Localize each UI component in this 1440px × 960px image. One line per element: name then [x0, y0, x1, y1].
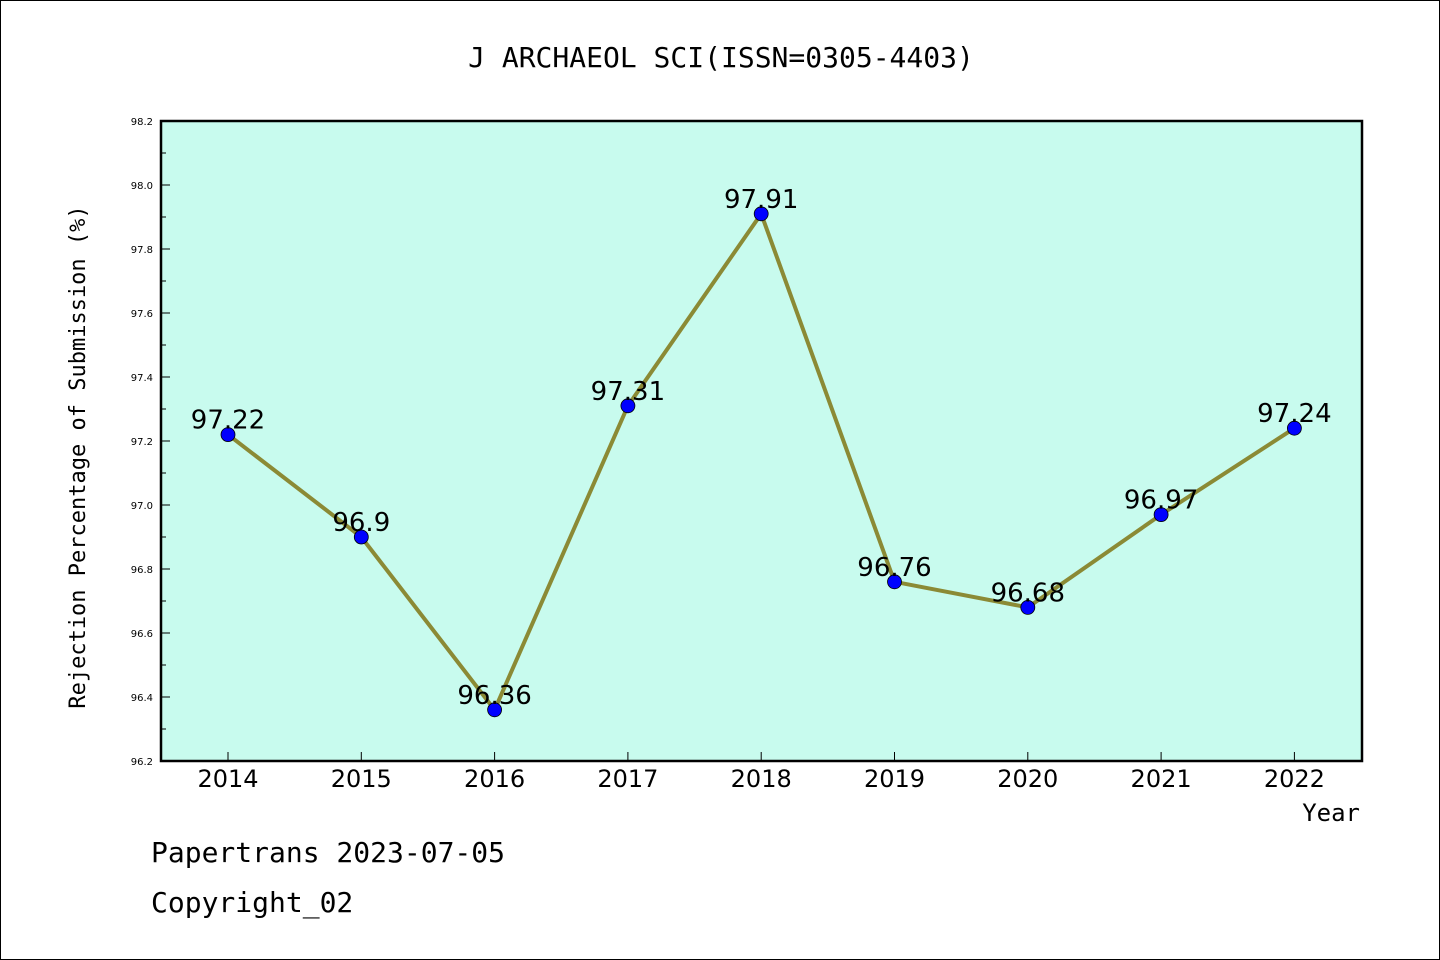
data-label: 96.68	[991, 578, 1065, 608]
data-point	[753, 206, 769, 222]
data-point	[220, 427, 236, 443]
y-tick-label: 98.2	[131, 117, 153, 128]
data-label: 97.22	[191, 406, 265, 436]
plot-area	[159, 119, 1364, 763]
data-point	[1287, 420, 1302, 436]
footer-copyright: Copyright_02	[151, 886, 354, 919]
data-label: 96.97	[1124, 486, 1198, 516]
data-label: 96.76	[857, 553, 931, 583]
data-labels: 97.22 96.9 96.36 97.31 97.91 96.76 96.68 96.97 9…	[191, 185, 1332, 711]
x-tick-label: 2015	[331, 765, 392, 793]
data-label: 97.24	[1257, 399, 1331, 429]
data-point	[887, 574, 902, 590]
y-axis-label: Rejection Percentage of Submission (%)	[66, 205, 91, 708]
y-tick-label: 97.6	[131, 309, 153, 320]
data-point	[487, 702, 503, 718]
y-tick-label: 98.0	[131, 181, 153, 192]
y-tick-label: 97.2	[131, 437, 153, 448]
data-label: 96.36	[457, 681, 531, 711]
data-label: 97.31	[591, 377, 665, 407]
x-tick-label: 2020	[997, 765, 1058, 793]
x-axis-label: Year	[1302, 799, 1360, 827]
data-point	[620, 398, 636, 414]
y-tick-label: 97.4	[131, 373, 153, 384]
data-label: 97.91	[724, 185, 798, 215]
x-tick-label: 2021	[1131, 765, 1192, 793]
y-tick-label: 97.0	[131, 501, 153, 512]
x-tick-label: 2019	[864, 765, 925, 793]
y-tick-label: 96.8	[131, 565, 153, 576]
data-point	[353, 529, 369, 545]
y-tick-label: 96.6	[131, 629, 153, 640]
x-tick-label: 2018	[731, 765, 792, 793]
y-tick-label: 96.4	[131, 693, 153, 704]
y-axis-ticks: 96.2 96.4 96.6 96.8 97.0 97.2 97.4 97.6 97.8 98.0…	[131, 117, 170, 768]
footer-source: Papertrans 2023-07-05	[151, 836, 506, 869]
x-tick-label: 2022	[1264, 765, 1325, 793]
x-tick-label: 2017	[597, 765, 658, 793]
x-tick-label: 2014	[197, 765, 258, 793]
chart-title: J ARCHAEOL SCI(ISSN=0305-4403)	[468, 41, 974, 74]
data-point	[1153, 507, 1169, 522]
data-label: 96.9	[332, 508, 390, 538]
x-tick-label: 2016	[464, 765, 525, 793]
data-point	[1020, 600, 1036, 615]
x-axis-ticks: 2014 2015 2016 2017 2018 2019 2020 2021 2022	[197, 752, 1325, 793]
y-tick-label: 97.8	[131, 245, 153, 256]
y-tick-label: 96.2	[131, 757, 153, 768]
series-points	[220, 206, 1302, 718]
